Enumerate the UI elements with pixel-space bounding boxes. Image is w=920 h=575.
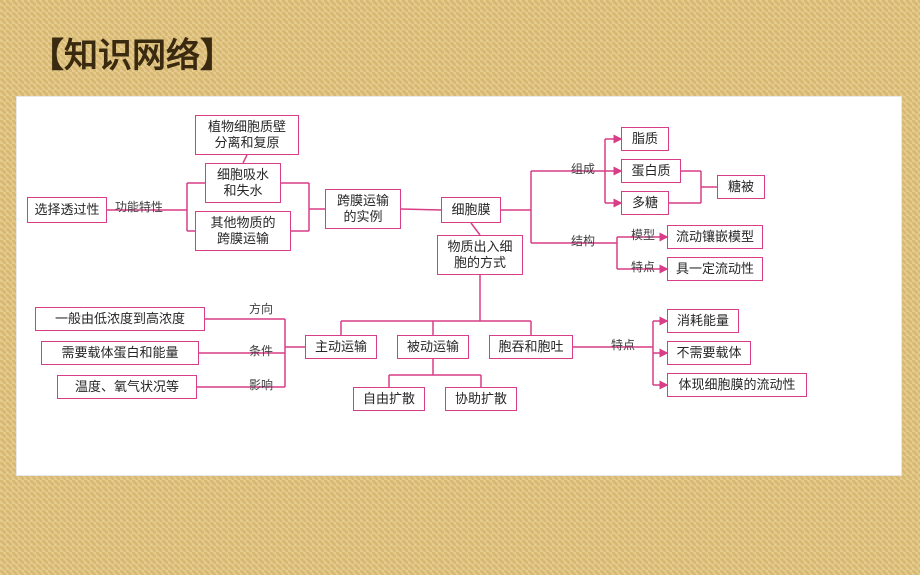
node-n_absorb: 细胞吸水和失水 [205,163,281,203]
node-n_model: 流动镶嵌模型 [667,225,763,249]
label-l_feat2: 特点 [611,339,635,351]
label-l_model: 模型 [631,229,655,241]
page-title: 【知识网络】 [30,28,234,77]
node-n_fluid: 具一定流动性 [667,257,763,281]
node-n_free: 自由扩散 [353,387,425,411]
label-l_struct: 结构 [571,235,595,247]
node-n_energy: 消耗能量 [667,309,739,333]
label-l_feat: 特点 [631,261,655,273]
node-n_poly: 多糖 [621,191,669,215]
concept-map: 植物细胞质壁分离和复原细胞吸水和失水选择透过性其他物质的跨膜运输跨膜运输的实例 细… [16,96,902,476]
label-l_func: 功能特性 [115,201,163,213]
node-n_carrier: 需要载体蛋白和能量 [41,341,199,365]
node-n_endo: 胞吞和胞吐 [489,335,573,359]
label-l_cond: 条件 [249,345,273,357]
node-n_plant: 植物细胞质壁分离和复原 [195,115,299,155]
page-root: 【知识网络】 植物细胞质壁分离和复原细胞吸水和失水选择透过性其他物质的跨膜运输跨… [0,0,920,575]
node-n_low2hi: 一般由低浓度到高浓度 [35,307,205,331]
node-n_cross: 跨膜运输的实例 [325,189,401,229]
node-n_prot: 蛋白质 [621,159,681,183]
node-n_tang: 糖被 [717,175,765,199]
node-n_inout: 物质出入细胞的方式 [437,235,523,275]
node-n_assist: 协助扩散 [445,387,517,411]
label-l_dir: 方向 [249,303,273,315]
label-l_inf: 影响 [249,379,273,391]
node-n_temp: 温度、氧气状况等 [57,375,197,399]
node-n_passive: 被动运输 [397,335,469,359]
connector-layer [17,97,903,477]
node-n_show: 体现细胞膜的流动性 [667,373,807,397]
node-n_select: 选择透过性 [27,197,107,223]
node-n_other: 其他物质的跨膜运输 [195,211,291,251]
node-n_active: 主动运输 [305,335,377,359]
node-n_mem: 细胞膜 [441,197,501,223]
node-n_zhi: 脂质 [621,127,669,151]
node-n_nocarr: 不需要载体 [667,341,751,365]
label-l_comp: 组成 [571,163,595,175]
